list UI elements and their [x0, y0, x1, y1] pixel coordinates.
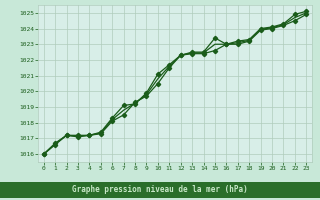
Text: Graphe pression niveau de la mer (hPa): Graphe pression niveau de la mer (hPa): [72, 186, 248, 194]
